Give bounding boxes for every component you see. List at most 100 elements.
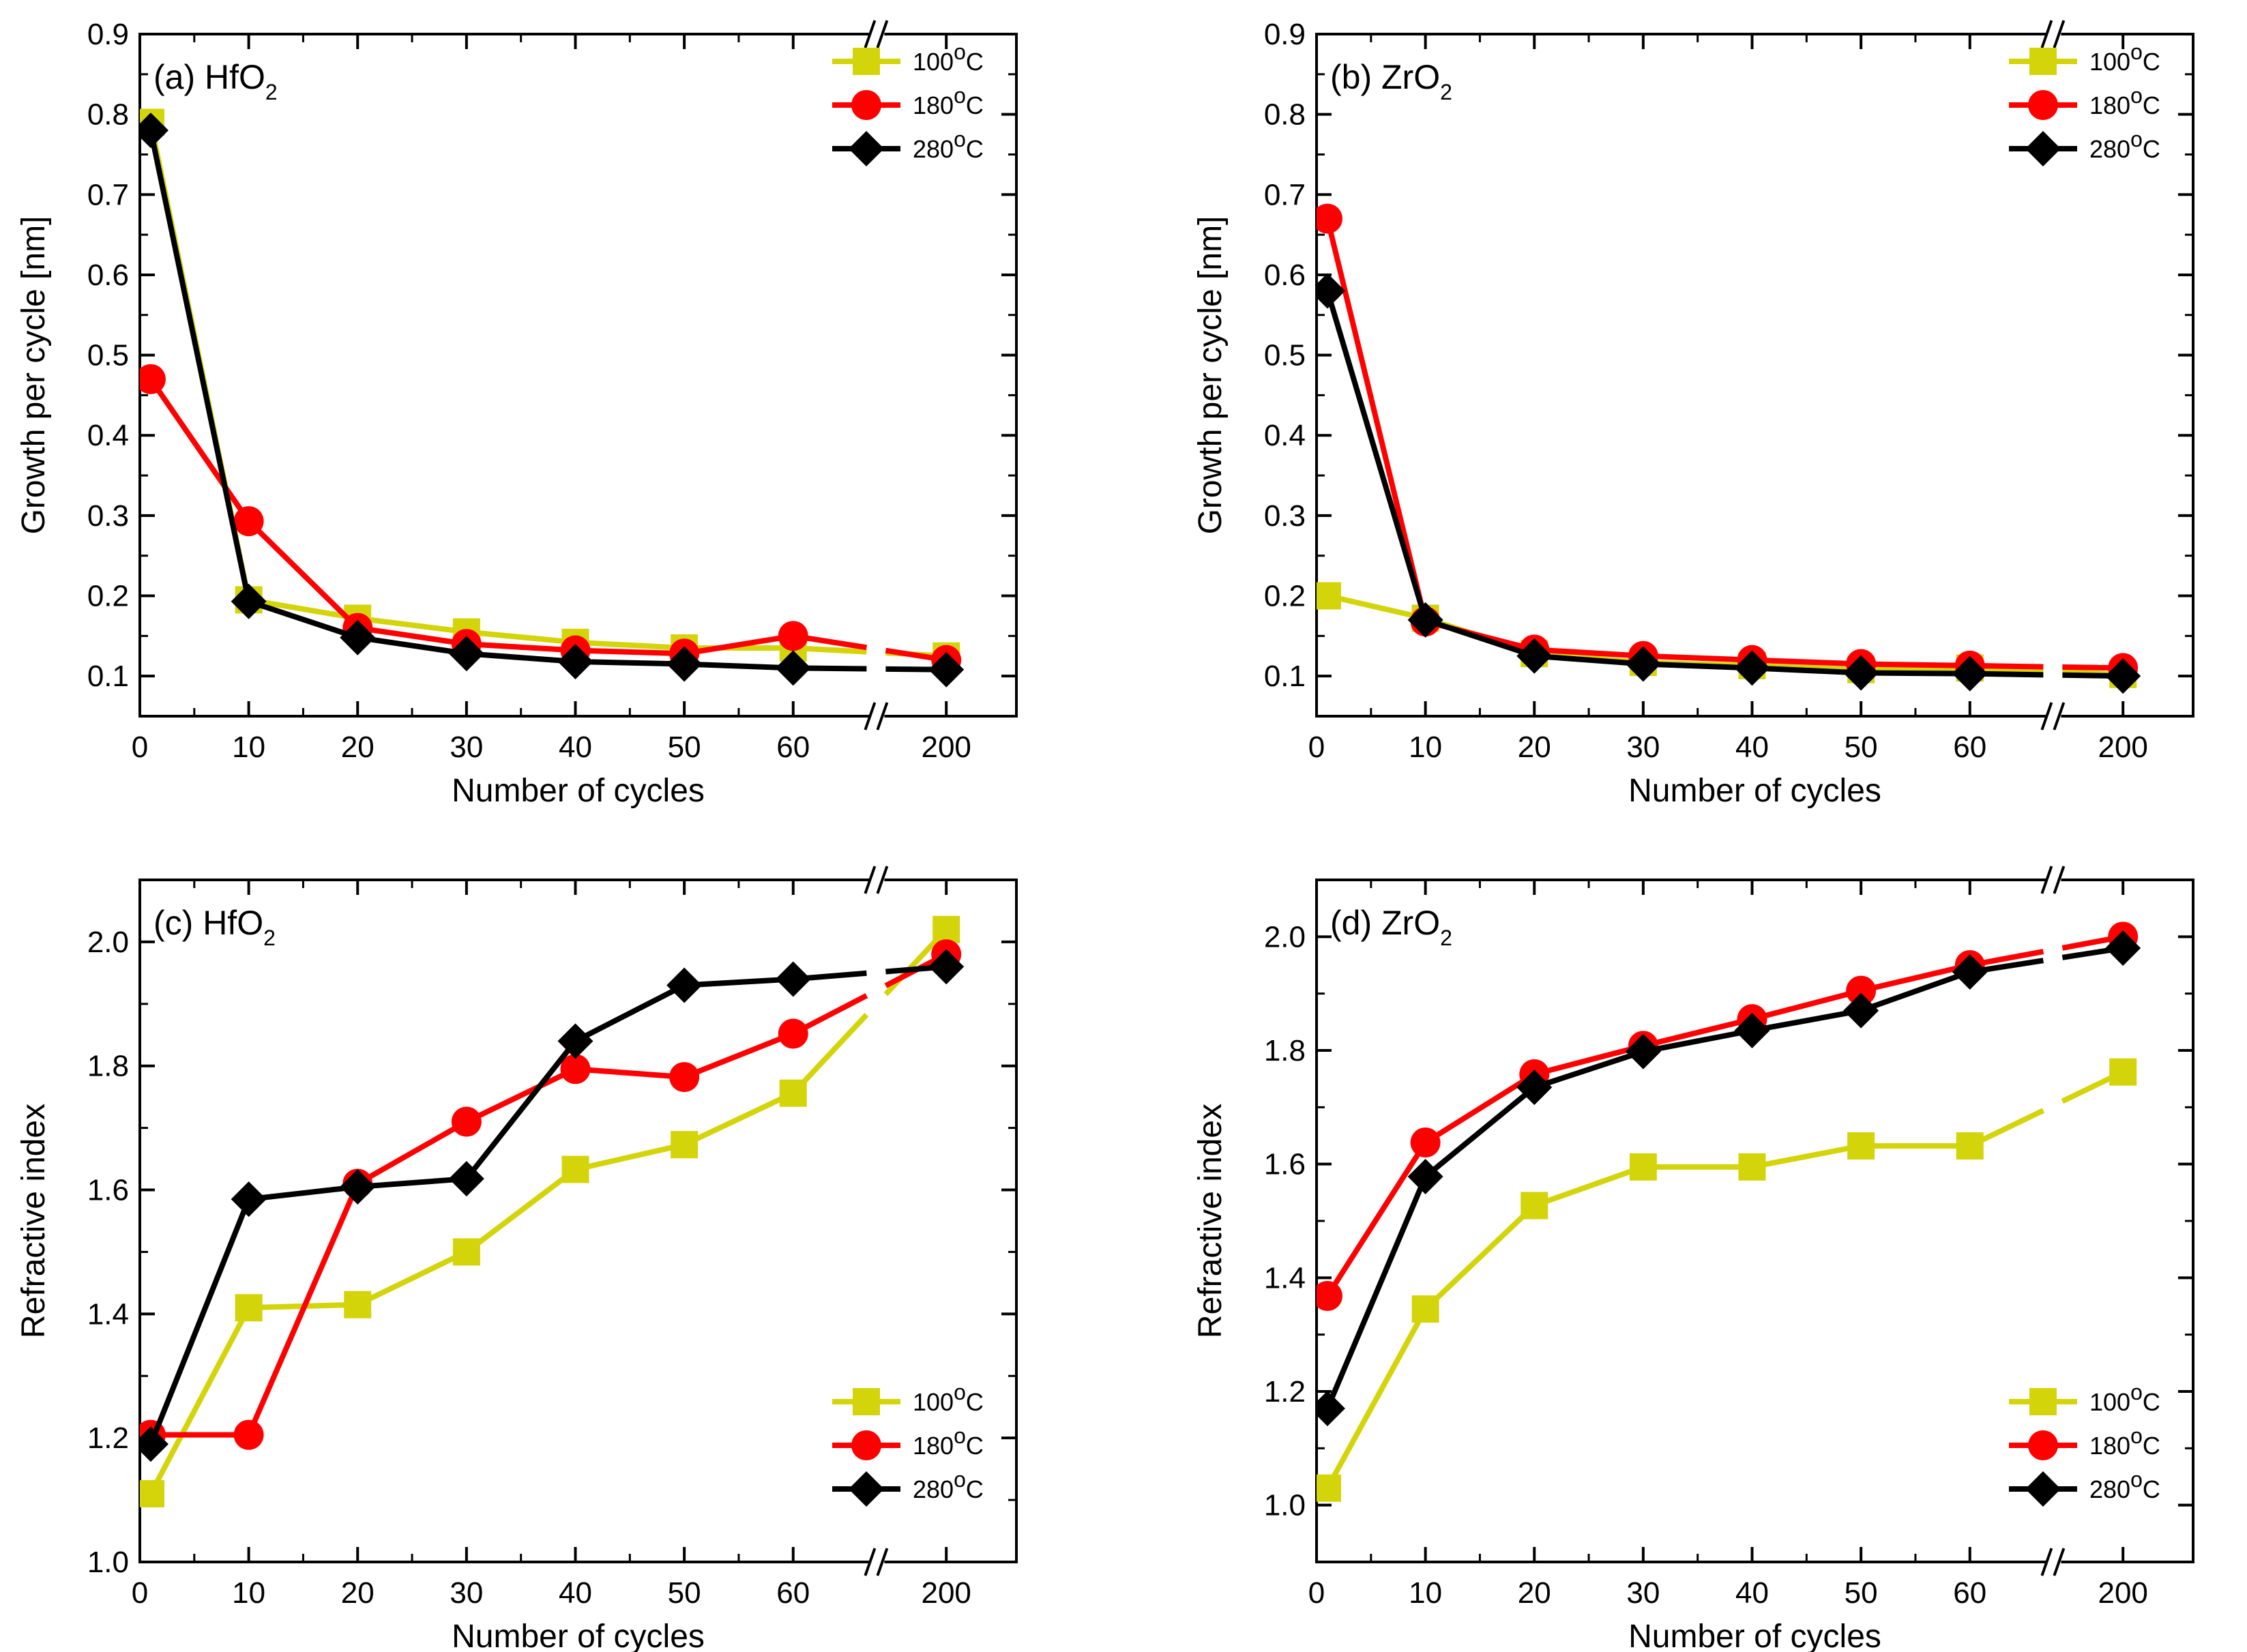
legend-label-unit: C [966,1475,984,1503]
data-point [1317,1281,1342,1311]
legend-item: 180oC [2009,83,2160,120]
chart-panel-a: 0.1 0.2 0.3 0.4 0.5 0.6 0.7 0.8 0.9 0 10 20 30 40 50 60… [16,18,1018,809]
series-line [1325,290,2124,679]
x-tick-label: 200 [2098,1576,2147,1610]
x-axis-title: Number of cycles [1628,1619,1881,1652]
data-point [233,506,264,537]
legend-label-degree: o [954,83,966,108]
panel-label: (a) HfO2 [153,58,278,104]
data-point [932,915,960,943]
x-tick-label: 10 [1409,1576,1442,1610]
legend-marker [2028,1430,2058,1460]
data-point [1952,954,1988,990]
x-tick-label: 30 [1626,1576,1660,1610]
legend-label-value: 280 [913,1475,954,1503]
data-point [2105,930,2141,966]
y-axis-title: Growth per cycle [nm] [1192,216,1229,535]
data-point [340,619,376,655]
axis-break-bottom [864,1548,889,1576]
data-point [1407,1159,1443,1194]
data-point [1410,1127,1441,1157]
x-tick-label: 20 [1518,731,1551,764]
x-axis-title: Number of cycles [452,1619,705,1652]
x-tick-label: 30 [450,731,483,764]
legend-label-degree: o [954,1424,966,1448]
legend-item: 100oC [832,1380,984,1416]
data-point [235,1294,263,1322]
series-280C [140,113,965,688]
legend-label-degree: o [2130,40,2143,64]
series-line [148,377,947,663]
data-point [557,644,593,679]
series-180C [1317,203,2139,683]
y-tick-label: 0.7 [1264,178,1306,211]
y-tick-label: 1.0 [87,1546,129,1579]
legend-label: 280oC [2089,1467,2160,1503]
axis-break-slash [2053,866,2066,894]
data-point [2109,1058,2137,1086]
x-tick-label: 50 [1845,731,1878,764]
data-point [140,1480,164,1507]
panel-label: (d) ZrO2 [1330,904,1452,950]
data-point [1317,1391,1345,1426]
plot-frame [1315,879,2194,1563]
series-180C [140,364,962,675]
axis-break-slash [864,1548,877,1576]
axis-break-bottom [2040,702,2066,731]
data-point [1516,638,1553,674]
legend-marker [2025,1471,2061,1507]
legend-label-unit: C [2143,91,2160,119]
x-tick-label: 10 [232,1576,265,1610]
axis-break-top [864,20,889,48]
legend-label: 180oC [2089,83,2160,119]
plot-frame [1315,33,2194,718]
series-line [148,964,947,1445]
x-tick-label: 60 [1953,1576,1986,1610]
y-tick-label: 0.2 [87,580,129,613]
legend-label-unit: C [2143,1432,2160,1460]
data-point [1516,1070,1553,1106]
data-point [452,1238,480,1266]
series-line [1325,934,2124,1298]
data-point [1407,602,1443,638]
legend-label-degree: o [954,1467,966,1492]
data-point [666,967,703,1003]
x-axis-title: Number of cycles [1628,773,1881,809]
panel-label: (b) ZrO2 [1330,58,1452,104]
plot-frame [138,879,1018,1563]
legend-label-value: 100 [913,48,954,76]
series-100C [140,915,960,1507]
y-tick-label: 1.8 [1264,1034,1306,1067]
legend-label-degree: o [2130,1467,2143,1492]
y-tick-label: 0.4 [87,419,129,452]
plot-area [1317,921,2141,1502]
y-tick-label: 2.0 [87,926,129,959]
legend-marker [849,131,884,166]
legend-marker [2025,131,2061,166]
data-point [778,1018,808,1049]
plot-area [140,915,965,1507]
legend-item: 180oC [2009,1424,2160,1460]
data-point [775,650,811,686]
legend-label-degree: o [2130,83,2143,108]
legend-label-degree: o [954,40,966,64]
x-tick-label: 50 [668,731,701,764]
axis-break-slash [876,702,889,731]
plot-frame [138,33,1018,718]
y-tick-label: 0.7 [87,178,129,211]
data-point [666,646,703,682]
series-280C [140,949,965,1462]
y-tick-label: 0.8 [1264,98,1306,132]
y-tick-label: 0.5 [87,339,129,372]
plot-area [140,108,965,688]
y-tick-label: 0.1 [1264,660,1306,693]
data-point [1847,1132,1875,1160]
x-tick-label: 20 [1518,1576,1551,1610]
axis-break-slash [2040,866,2053,894]
legend-label-degree: o [2130,1380,2143,1404]
x-tick-label: 40 [559,731,592,764]
legend-item: 280oC [832,127,984,166]
